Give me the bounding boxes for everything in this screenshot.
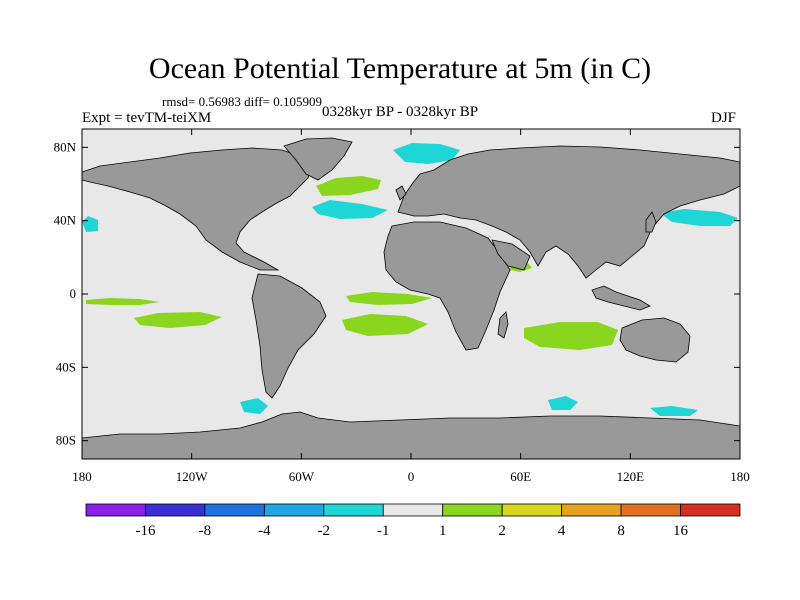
landmass-arabia <box>491 239 531 271</box>
lon-tick-label: 180 <box>72 469 92 484</box>
colorbar-labels: -16 -8 -4 -2 -1 1 2 4 8 16 <box>135 523 688 539</box>
landmass-australia <box>619 317 691 363</box>
season-label: DJF <box>711 110 737 126</box>
colorbar-label: -4 <box>258 523 271 539</box>
plot-title: Ocean Potential Temperature at 5m (in C) <box>148 52 652 85</box>
anomaly-patch-southern-ocean-pacific <box>240 398 268 414</box>
longitude-axis: 180 120W 60W 0 60E 120E 180 <box>72 469 750 484</box>
lon-tick-label: 60E <box>510 469 531 484</box>
colorbar-boxes <box>85 503 741 517</box>
colorbar-label: 1 <box>439 523 447 539</box>
landmass-eurasia <box>397 145 740 279</box>
colorbar-label: -8 <box>199 523 212 539</box>
colorbar-label: -2 <box>318 523 331 539</box>
colorbar-box <box>323 503 384 517</box>
landmass-north-america <box>82 147 313 271</box>
anomaly-patch-equatorial-atlantic <box>346 292 432 305</box>
land-masses <box>82 137 740 459</box>
anomaly-patch-subpolar-atlantic <box>316 176 381 196</box>
colorbar-label: 16 <box>673 523 689 539</box>
lat-tick-label: 80N <box>54 139 77 154</box>
anomaly-patch-arctic <box>393 143 460 164</box>
anomaly-patch-east-pacific <box>134 312 222 328</box>
colorbar-box <box>263 503 325 517</box>
rmsd-diff-stats: rmsd= 0.56983 diff= 0.105909 <box>162 94 322 109</box>
landmass-uk <box>395 185 407 201</box>
colorbar-box <box>204 503 265 517</box>
landmass-indonesia <box>591 285 651 311</box>
anomaly-patch-southern-ocean-indian <box>650 406 698 416</box>
colorbar-box <box>442 503 503 517</box>
colorbar-box <box>501 503 563 517</box>
landmass-greenland <box>283 137 353 181</box>
anomaly-patch-south-indian <box>524 322 618 350</box>
landmass-antarctica <box>82 411 740 459</box>
lat-tick-label: 40S <box>56 359 76 374</box>
anomaly-patch-south-atlantic <box>342 314 428 336</box>
axis-tick-marks <box>81 129 741 459</box>
lon-tick-label: 120E <box>617 469 645 484</box>
time-period-label: 0328kyr BP - 0328kyr BP <box>322 104 479 120</box>
colorbar-box <box>620 503 681 517</box>
lon-tick-label: 180 <box>730 469 750 484</box>
landmass-south-america <box>251 273 327 399</box>
colorbar-label: 2 <box>498 523 506 539</box>
anomaly-patch-northeast-pacific <box>82 216 98 232</box>
anomaly-patch-equatorial-pacific <box>86 298 160 305</box>
landmass-japan <box>645 211 657 233</box>
anomaly-patch-north-atlantic <box>312 200 388 219</box>
lat-tick-label: 0 <box>70 286 77 301</box>
latitude-axis: 80N 40N 0 40S 80S <box>54 139 77 447</box>
colorbar-label: 8 <box>617 523 625 539</box>
lon-tick-label: 60W <box>289 469 315 484</box>
map-panel <box>82 129 740 459</box>
colorbar-label: -16 <box>135 523 155 539</box>
colorbar-box <box>561 503 622 517</box>
lat-tick-label: 80S <box>56 433 76 448</box>
colorbar-box <box>382 503 444 517</box>
landmass-madagascar <box>497 311 509 339</box>
anomaly-patch-kuroshio <box>660 209 738 226</box>
colorbar-box <box>145 503 206 517</box>
lon-tick-label: 120W <box>176 469 209 484</box>
landmass-africa <box>383 221 511 351</box>
colorbar-box <box>85 503 146 517</box>
lat-tick-label: 40N <box>54 213 77 228</box>
colorbar-box <box>680 503 741 517</box>
experiment-label: Expt = tevTM-teiXM <box>82 110 212 126</box>
lon-tick-label: 0 <box>408 469 415 484</box>
anomaly-patch-southern-ocean-atlantic <box>548 396 578 410</box>
colorbar: -16 -8 -4 -2 -1 1 2 4 8 16 <box>85 503 741 539</box>
colorbar-label: -1 <box>377 523 390 539</box>
anomaly-patches <box>82 143 738 416</box>
colorbar-label: 4 <box>558 523 566 539</box>
